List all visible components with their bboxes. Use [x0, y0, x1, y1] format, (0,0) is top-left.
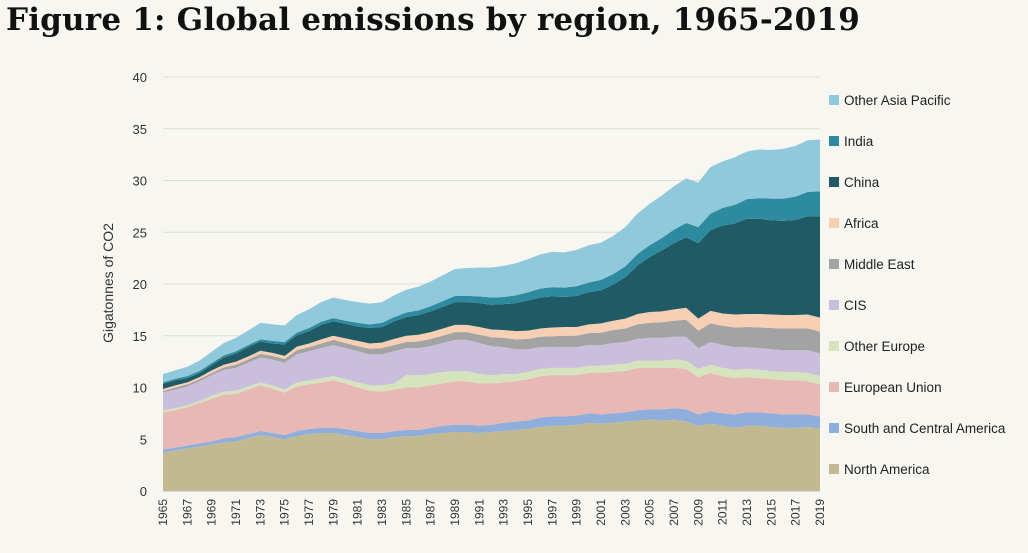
legend-label: European Union [844, 380, 942, 395]
area-china [163, 216, 820, 390]
x-tick-label: 2001 [594, 499, 608, 526]
area-africa [163, 307, 820, 392]
x-tick-label: 1995 [521, 499, 535, 526]
x-tick-label: 1985 [399, 499, 413, 526]
legend-swatch [829, 300, 839, 310]
x-tick-label: 1971 [229, 499, 243, 526]
legend-label: Other Asia Pacific [844, 93, 951, 108]
x-tick-label: 2011 [716, 499, 730, 525]
y-tick-label: 15 [133, 329, 147, 344]
legend-swatch [829, 341, 839, 351]
y-axis-ticks: 0 5 10 15 20 25 30 35 40 [133, 70, 147, 499]
x-tick-label: 1997 [545, 499, 559, 526]
x-tick-label: 2017 [789, 499, 803, 526]
x-tick-label: 2003 [618, 499, 632, 526]
y-tick-label: 10 [133, 381, 147, 396]
legend-label: CIS [844, 298, 867, 313]
x-tick-label: 1969 [205, 499, 219, 526]
legend-swatch [829, 464, 839, 474]
legend-label: China [844, 175, 880, 190]
x-axis-ticks: 1965 1967 1969 1971 1973 1975 1977 1979 1981 1983… [156, 499, 827, 526]
area-other-europe [163, 359, 820, 413]
legend-label: North America [844, 462, 930, 477]
area-other-asia-pacific [163, 139, 820, 383]
x-tick-label: 1973 [253, 499, 267, 526]
x-tick-label: 1993 [497, 499, 511, 526]
y-tick-label: 35 [133, 122, 147, 137]
x-tick-label: 2009 [691, 499, 705, 526]
area-south-and-central-america [163, 408, 820, 453]
area-series-group [163, 139, 820, 492]
area-european-union [163, 367, 820, 450]
x-tick-label: 1999 [570, 499, 584, 526]
x-tick-label: 2005 [643, 499, 657, 526]
x-tick-label: 1967 [180, 499, 194, 526]
legend-label: Middle East [844, 257, 915, 272]
area-cis [163, 336, 820, 411]
x-tick-label: 1983 [375, 499, 389, 526]
x-tick-label: 1965 [156, 499, 170, 526]
y-tick-label: 20 [133, 277, 147, 292]
y-tick-label: 30 [133, 174, 147, 189]
legend-label: India [844, 134, 874, 149]
x-tick-label: 2007 [667, 499, 681, 526]
x-tick-label: 1977 [302, 499, 316, 526]
legend: Other Asia Pacific India China Africa Middle… [829, 93, 1006, 477]
legend-swatch [829, 382, 839, 392]
x-tick-label: 1975 [278, 499, 292, 526]
area-north-america [163, 419, 820, 491]
legend-swatch [829, 95, 839, 105]
legend-label: Other Europe [844, 339, 925, 354]
x-tick-label: 2019 [813, 499, 827, 526]
x-tick-label: 1981 [351, 499, 365, 526]
chart-title: Figure 1: Global emissions by region, 19… [6, 2, 860, 38]
y-tick-label: 40 [133, 70, 147, 85]
legend-label: Africa [844, 216, 879, 231]
legend-swatch [829, 177, 839, 187]
legend-swatch [829, 218, 839, 228]
legend-swatch [829, 259, 839, 269]
x-tick-label: 1979 [326, 499, 340, 526]
legend-label: South and Central America [844, 421, 1006, 436]
y-tick-label: 5 [140, 432, 147, 447]
legend-swatch [829, 136, 839, 146]
legend-swatch [829, 423, 839, 433]
x-tick-label: 1989 [448, 499, 462, 526]
x-tick-label: 1991 [472, 499, 486, 526]
x-tick-label: 2013 [740, 499, 754, 526]
x-tick-label: 1987 [424, 499, 438, 526]
y-tick-label: 0 [140, 484, 147, 499]
y-tick-label: 25 [133, 225, 147, 240]
y-axis-label: Gigatonnes of CO2 [100, 223, 116, 343]
area-india [163, 191, 820, 384]
x-tick-label: 2015 [764, 499, 778, 526]
